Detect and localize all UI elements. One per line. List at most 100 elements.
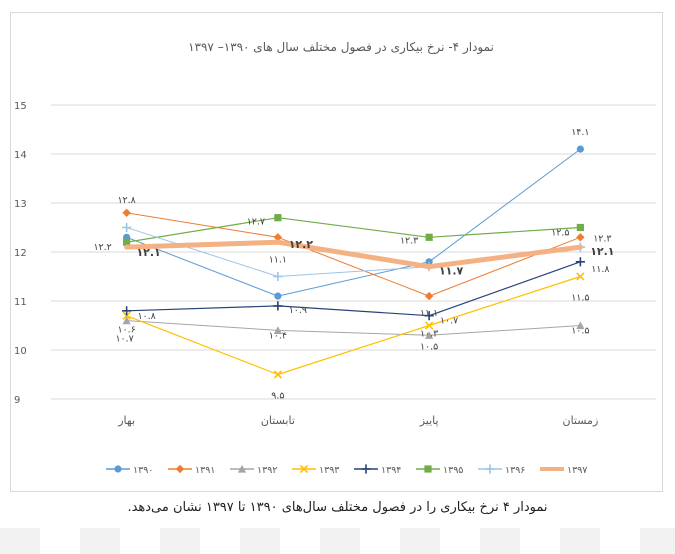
data-point: [576, 145, 584, 153]
data-point: [299, 464, 309, 474]
data-label: ۱۲.۷: [247, 217, 265, 228]
page-footer-band: [0, 528, 675, 554]
legend-label: ۱۳۹۶: [505, 465, 525, 476]
legend: ۱۳۹۰ ۱۳۹۱ ۱۳۹۲ ۱۳۹۳ ۱۳۹۴ ۱۳۹۵ ۱۳۹۶ ۱۳۹۷: [106, 464, 587, 476]
data-point: [425, 258, 433, 266]
data-point: [273, 326, 282, 334]
y-tick-label: 12: [14, 248, 27, 259]
data-label: ۱۰.۴: [269, 330, 287, 341]
data-point: [576, 321, 585, 330]
x-tick-label: بهار: [117, 414, 135, 427]
data-point: [425, 331, 434, 339]
data-point: [424, 321, 434, 330]
data-label: ۱۰.۸: [137, 311, 155, 322]
series-line: [124, 239, 583, 270]
legend-label: ۱۳۹۴: [381, 465, 401, 476]
series-8: [124, 239, 583, 270]
data-point: [237, 464, 247, 473]
y-tick-label: 15: [14, 101, 27, 112]
y-tick-label: 10: [14, 346, 27, 357]
legend-item: ۱۳۹۳: [292, 464, 339, 476]
data-label: ۱۲.۲: [93, 242, 111, 253]
legend-label: ۱۳۹۰: [133, 465, 153, 476]
data-label: ۱۱.۱: [420, 308, 438, 319]
data-point: [273, 233, 283, 242]
y-tick-label: 14: [14, 150, 27, 161]
series-4: [122, 272, 585, 379]
data-point: [425, 233, 433, 241]
data-labels-layer: ۱۴.۱ ۱۲.۸ ۱۱.۱ ۱۲.۳ ۱۰.۶ ۱۰.۴ ۱۰.۳ ۱۰.۵ ۱۰.۷ ۹.۵ ۱…: [93, 127, 614, 401]
data-label: ۱۲.۲: [289, 238, 314, 251]
y-tick-label: 9: [14, 395, 20, 406]
y-tick-label: 11: [14, 297, 27, 308]
data-label: ۱۰.۶: [117, 325, 135, 336]
data-point: [122, 222, 132, 233]
legend-label: ۱۳۹۷: [567, 465, 587, 476]
y-axis-ticks: 9 10 11 12 13 14 15: [14, 101, 27, 406]
legend-label: ۱۳۹۳: [319, 465, 339, 476]
data-point: [273, 370, 283, 379]
data-point: [122, 306, 132, 316]
figure-caption: نمودار ۴ نرخ بیکاری را در فصول مختلف سال…: [127, 500, 548, 515]
series-1: [123, 145, 584, 300]
data-point: [274, 214, 282, 222]
legend-item: ۱۳۹۲: [230, 464, 277, 476]
legend-label: ۱۳۹۵: [443, 465, 463, 476]
data-label: ۱۲.۱: [590, 245, 614, 258]
data-label: ۹.۵: [271, 391, 284, 402]
data-label: ۱۲.۳: [593, 233, 611, 244]
series-line: [126, 275, 581, 376]
data-label: ۱۱.۵: [571, 293, 589, 304]
data-label: ۱۰.۷: [115, 334, 133, 345]
data-label: ۱۴.۱: [571, 127, 589, 138]
chart-title: نمودار ۴- نرخ بیکاری در فصول مختلف سال ه…: [188, 40, 494, 55]
legend-label: ۱۳۹۲: [257, 465, 277, 476]
data-point: [122, 311, 131, 320]
data-label: ۱۰.۵: [420, 342, 438, 353]
data-point: [575, 257, 585, 267]
series-line: [126, 217, 581, 243]
series-layer: [122, 145, 585, 379]
data-point: [485, 464, 495, 474]
data-point: [114, 465, 122, 473]
x-axis-ticks: بهار تابستان پاییز زمستان: [117, 414, 598, 427]
data-label: ۱۲.۱: [136, 246, 160, 259]
data-point: [123, 238, 131, 246]
legend-label: ۱۳۹۱: [195, 465, 215, 476]
data-point: [122, 208, 131, 217]
series-line: [126, 320, 581, 336]
series-line: [126, 148, 581, 297]
data-point: [424, 465, 432, 473]
data-label: ۱۱.۱: [269, 255, 287, 266]
data-label: ۱۰.۷: [440, 316, 458, 327]
data-point: [361, 464, 371, 474]
series-line: [126, 212, 581, 297]
x-tick-label: تابستان: [261, 414, 295, 427]
x-tick-label: پاییز: [419, 414, 439, 427]
data-point: [424, 291, 434, 301]
series-6: [123, 214, 584, 246]
data-point: [175, 464, 185, 474]
data-label: ۱۱.۸: [591, 264, 609, 275]
data-point: [576, 272, 585, 281]
legend-item: ۱۳۹۱: [168, 464, 215, 476]
data-label: ۱۲.۵: [551, 228, 569, 239]
legend-item: ۱۳۹۴: [354, 464, 401, 476]
y-tick-label: 13: [14, 199, 27, 210]
series-2: [122, 208, 585, 301]
data-point: [273, 301, 283, 311]
legend-item: ۱۳۹۵: [416, 465, 463, 476]
data-point: [122, 316, 131, 325]
data-point: [576, 223, 584, 232]
legend-item: ۱۳۹۶: [478, 464, 525, 476]
data-point: [424, 311, 434, 321]
data-label: ۱۱.۷: [439, 265, 464, 278]
data-point: [576, 233, 585, 242]
chart-frame: نمودار ۴- نرخ بیکاری در فصول مختلف سال ه…: [10, 12, 663, 492]
x-tick-label: زمستان: [562, 414, 598, 427]
series-3: [122, 316, 585, 339]
data-label: ۱۲.۳: [400, 235, 418, 246]
data-label: ۱۰.۵: [571, 326, 589, 337]
series-5: [122, 257, 585, 321]
legend-item: ۱۳۹۰: [106, 465, 153, 476]
